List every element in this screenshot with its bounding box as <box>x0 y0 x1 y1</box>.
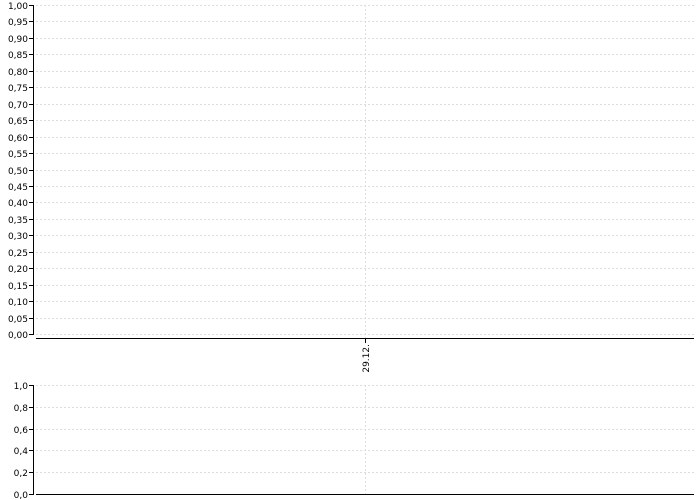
y-tick-label: 0,05 <box>8 315 28 325</box>
y-tick-label: 0,75 <box>8 84 28 94</box>
y-tick-label: 0,10 <box>8 298 28 308</box>
y-tick-label: 0,30 <box>8 232 28 242</box>
y-tick-label: 0,95 <box>8 18 28 28</box>
y-tick-label: 0,00 <box>8 331 28 341</box>
x-tick-label: 29.12. <box>362 344 372 373</box>
y-tick-label: 0,85 <box>8 51 28 61</box>
y-tick-label: 0,15 <box>8 282 28 292</box>
y-tick-label: 0,8 <box>14 404 29 414</box>
y-tick-label: 1,00 <box>8 2 28 12</box>
y-tick-label: 0,50 <box>8 167 28 177</box>
y-tick-label: 0,70 <box>8 101 28 111</box>
bottom-chart: 0,0 0,2 0,4 0,6 0,8 1,0 <box>14 382 694 500</box>
y-tick-label: 0,25 <box>8 249 28 259</box>
y-tick-label: 1,0 <box>14 382 29 392</box>
y-tick-label: 0,2 <box>14 469 28 479</box>
y-tick-label: 0,4 <box>14 447 29 457</box>
y-tick-label: 0,20 <box>8 265 28 275</box>
y-tick-label: 0,90 <box>8 35 28 45</box>
y-tick-label: 0,0 <box>14 491 29 500</box>
y-tick-label: 0,35 <box>8 216 28 226</box>
y-tick-label: 0,60 <box>8 134 28 144</box>
y-tick-label: 0,80 <box>8 68 28 78</box>
y-tick-label: 0,6 <box>14 426 29 436</box>
y-tick-label: 0,40 <box>8 199 28 209</box>
top-chart: 0,00 0,05 0,10 0,15 0,20 0,25 0,30 0,35 0,40 0,45… <box>8 2 694 373</box>
y-tick-label: 0,55 <box>8 150 28 160</box>
y-tick-label: 0,45 <box>8 183 28 193</box>
y-tick-label: 0,65 <box>8 117 28 127</box>
